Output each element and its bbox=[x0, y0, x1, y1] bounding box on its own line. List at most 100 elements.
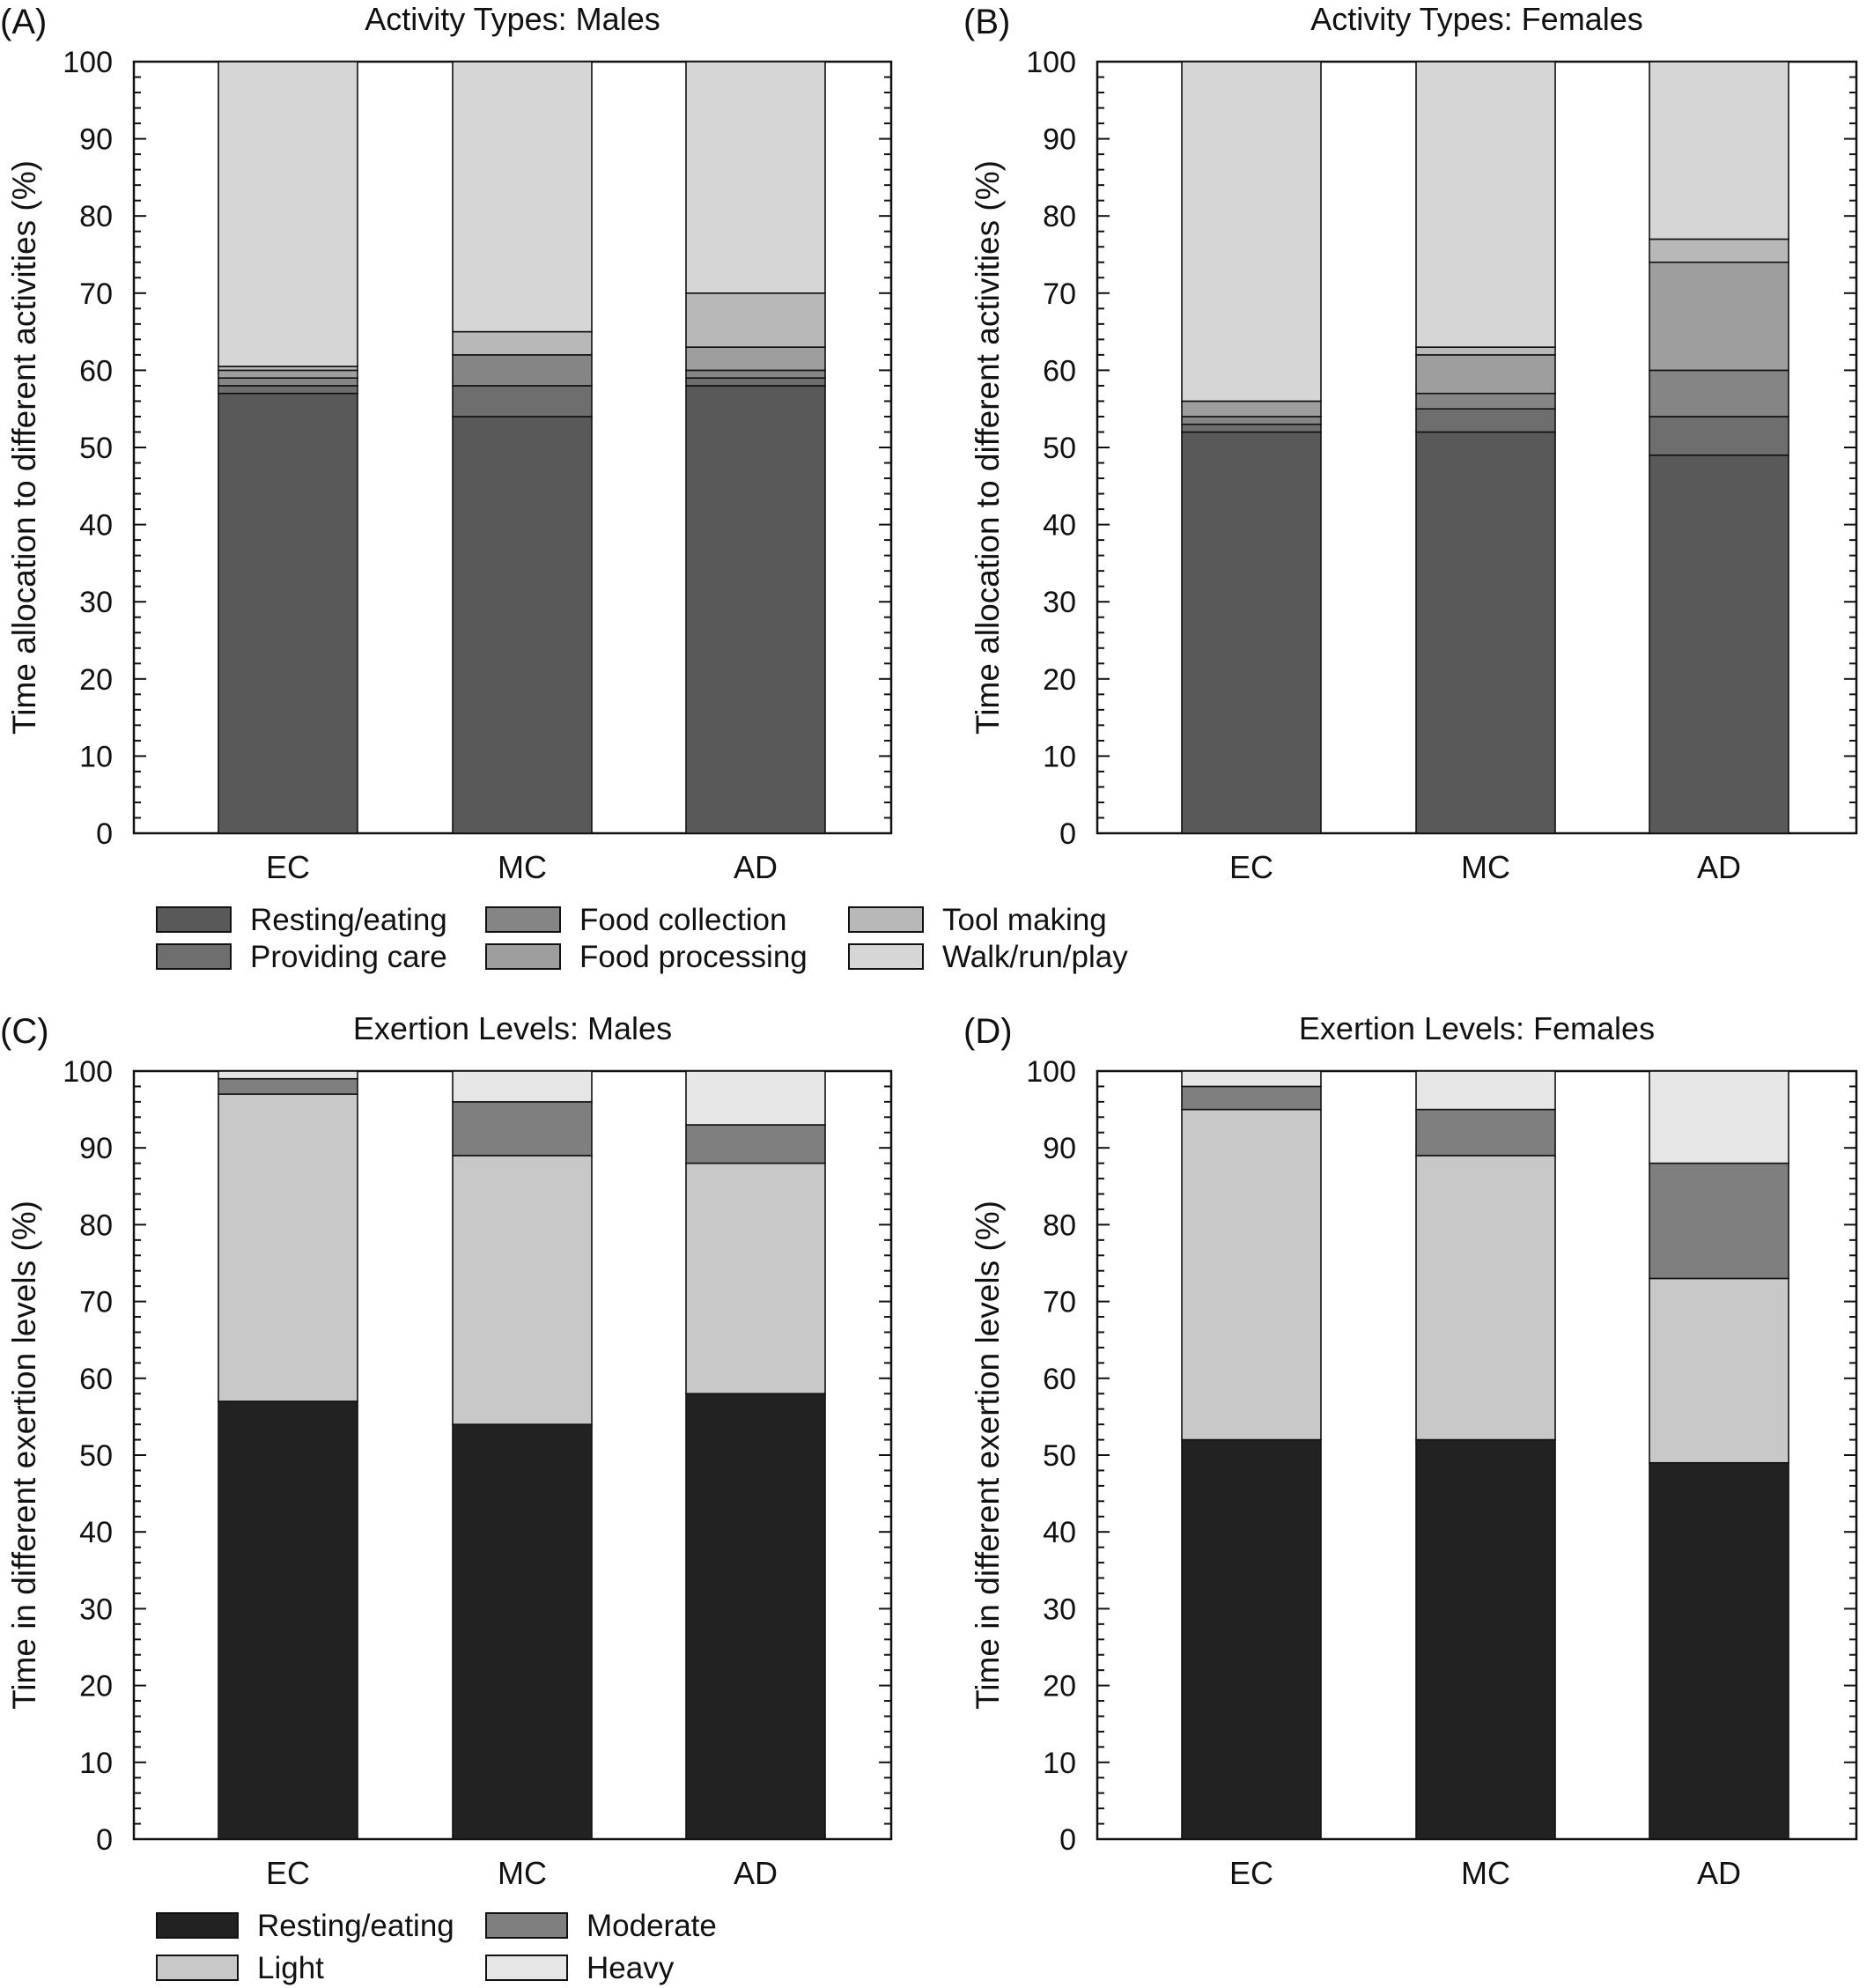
x-tick-label: MC bbox=[498, 1855, 547, 1891]
y-tick-label: 30 bbox=[79, 1593, 113, 1626]
y-tick-label: 100 bbox=[63, 1055, 113, 1089]
bar-segment bbox=[1415, 392, 1556, 410]
y-tick-label: 70 bbox=[1043, 277, 1076, 311]
y-tick-label: 30 bbox=[79, 586, 113, 619]
chart-title: Activity Types: Males bbox=[365, 1, 660, 37]
legend-label: Resting/eating bbox=[250, 903, 447, 937]
bar-segment bbox=[218, 61, 358, 367]
bar-segment bbox=[1415, 346, 1556, 356]
legend-label: Food processing bbox=[579, 940, 808, 974]
y-tick-label: 70 bbox=[79, 1286, 113, 1319]
y-tick-label: 40 bbox=[1043, 509, 1076, 543]
legend-label: Light bbox=[257, 1951, 324, 1985]
y-axis-label: Time allocation to different activities … bbox=[970, 160, 1006, 735]
y-tick-label: 0 bbox=[1059, 1823, 1076, 1857]
bar-segment bbox=[1649, 261, 1789, 372]
bar-segment bbox=[1181, 61, 1322, 403]
bar-segment bbox=[1415, 431, 1556, 834]
bar-segment bbox=[1181, 1085, 1322, 1111]
y-tick-label: 80 bbox=[79, 1208, 113, 1242]
y-axis-label: Time in different exertion levels (%) bbox=[970, 1201, 1006, 1710]
legend-swatch bbox=[848, 906, 924, 933]
legend-swatch bbox=[156, 943, 232, 970]
legend-swatch bbox=[156, 1912, 239, 1939]
bar-segment bbox=[1649, 1070, 1789, 1164]
bar-segment bbox=[452, 1101, 593, 1157]
bar-segment bbox=[1181, 1438, 1322, 1840]
bar-segment bbox=[218, 385, 358, 395]
x-tick-label: MC bbox=[1461, 1855, 1510, 1891]
bar-segment bbox=[218, 392, 358, 834]
legend-label: Food collection bbox=[579, 903, 786, 937]
x-tick-label: EC bbox=[1229, 1855, 1273, 1891]
bar-segment bbox=[1415, 1070, 1556, 1111]
bar-segment bbox=[452, 354, 593, 387]
bar-segment bbox=[1649, 454, 1789, 834]
bar-segment bbox=[1415, 1155, 1556, 1441]
legend-item: Heavy bbox=[485, 1951, 675, 1985]
bar-segment bbox=[685, 292, 826, 348]
legend-label: Walk/run/play bbox=[942, 940, 1128, 974]
legend-item: Resting/eating bbox=[156, 1909, 454, 1943]
bar-segment bbox=[1415, 61, 1556, 348]
legend-swatch bbox=[485, 1912, 568, 1939]
bar-segment bbox=[685, 1162, 826, 1395]
x-tick-label: AD bbox=[1697, 849, 1741, 885]
bar-segment bbox=[1181, 400, 1322, 418]
bar-segment bbox=[685, 1070, 826, 1126]
bar-segment bbox=[685, 385, 826, 834]
legend-swatch bbox=[156, 1955, 239, 1981]
y-tick-label: 20 bbox=[1043, 663, 1076, 697]
bar-segment bbox=[1415, 1108, 1556, 1157]
legend-swatch bbox=[848, 943, 924, 970]
y-tick-label: 100 bbox=[1026, 46, 1076, 79]
bar-segment bbox=[1649, 1277, 1789, 1464]
chart-panel-2: 0 10 20 30 40 50 60 70 80 90 100 EC MC AD Activity Typ… bbox=[963, 1, 1858, 885]
y-tick-label: 90 bbox=[79, 123, 113, 157]
panel-letter: (C) bbox=[0, 1012, 49, 1051]
chart-panel-4: 0 10 20 30 40 50 60 70 80 90 100 EC MC AD Exertion Lev… bbox=[963, 1010, 1858, 1891]
x-tick-label: MC bbox=[1461, 849, 1510, 885]
y-tick-label: 60 bbox=[1043, 1363, 1076, 1396]
bar-segment bbox=[452, 385, 593, 418]
y-tick-label: 10 bbox=[1043, 1747, 1076, 1780]
legend-swatch bbox=[156, 906, 232, 933]
bar-segment bbox=[218, 369, 358, 379]
bar-segment bbox=[452, 1070, 593, 1103]
y-tick-label: 0 bbox=[1059, 817, 1076, 851]
bar-segment bbox=[685, 369, 826, 379]
chart-title: Exertion Levels: Females bbox=[1299, 1010, 1655, 1046]
y-tick-label: 90 bbox=[1043, 123, 1076, 157]
y-axis-label: Time allocation to different activities … bbox=[6, 160, 42, 735]
y-tick-label: 10 bbox=[1043, 740, 1076, 773]
legend-label: Tool making bbox=[942, 903, 1107, 937]
x-tick-label: AD bbox=[1697, 1855, 1741, 1891]
legend-swatch bbox=[485, 943, 561, 970]
y-tick-label: 0 bbox=[96, 1823, 113, 1857]
legend-label: Moderate bbox=[587, 1909, 717, 1943]
bar-segment bbox=[452, 330, 593, 356]
bar-segment bbox=[218, 1077, 358, 1095]
y-tick-label: 30 bbox=[1043, 1593, 1076, 1626]
panel-letter: (A) bbox=[0, 3, 47, 41]
y-tick-label: 60 bbox=[1043, 354, 1076, 388]
panel-letter: (B) bbox=[963, 3, 1010, 41]
bar-segment bbox=[1181, 1070, 1322, 1088]
bar-segment bbox=[452, 1423, 593, 1840]
bar-segment bbox=[1649, 416, 1789, 456]
bar-segment bbox=[685, 346, 826, 372]
bar-segment bbox=[1181, 1108, 1322, 1441]
bar-segment bbox=[685, 377, 826, 387]
legend-item: Food processing bbox=[485, 940, 808, 974]
chart-title: Activity Types: Females bbox=[1310, 1, 1642, 37]
bar-segment bbox=[685, 1393, 826, 1840]
bar-segment bbox=[1649, 61, 1789, 240]
y-tick-label: 100 bbox=[63, 46, 113, 79]
y-tick-label: 20 bbox=[79, 1670, 113, 1703]
y-tick-label: 90 bbox=[1043, 1132, 1076, 1165]
y-tick-label: 80 bbox=[1043, 1208, 1076, 1242]
bar-segment bbox=[1415, 354, 1556, 395]
legend-item: Light bbox=[156, 1951, 324, 1985]
